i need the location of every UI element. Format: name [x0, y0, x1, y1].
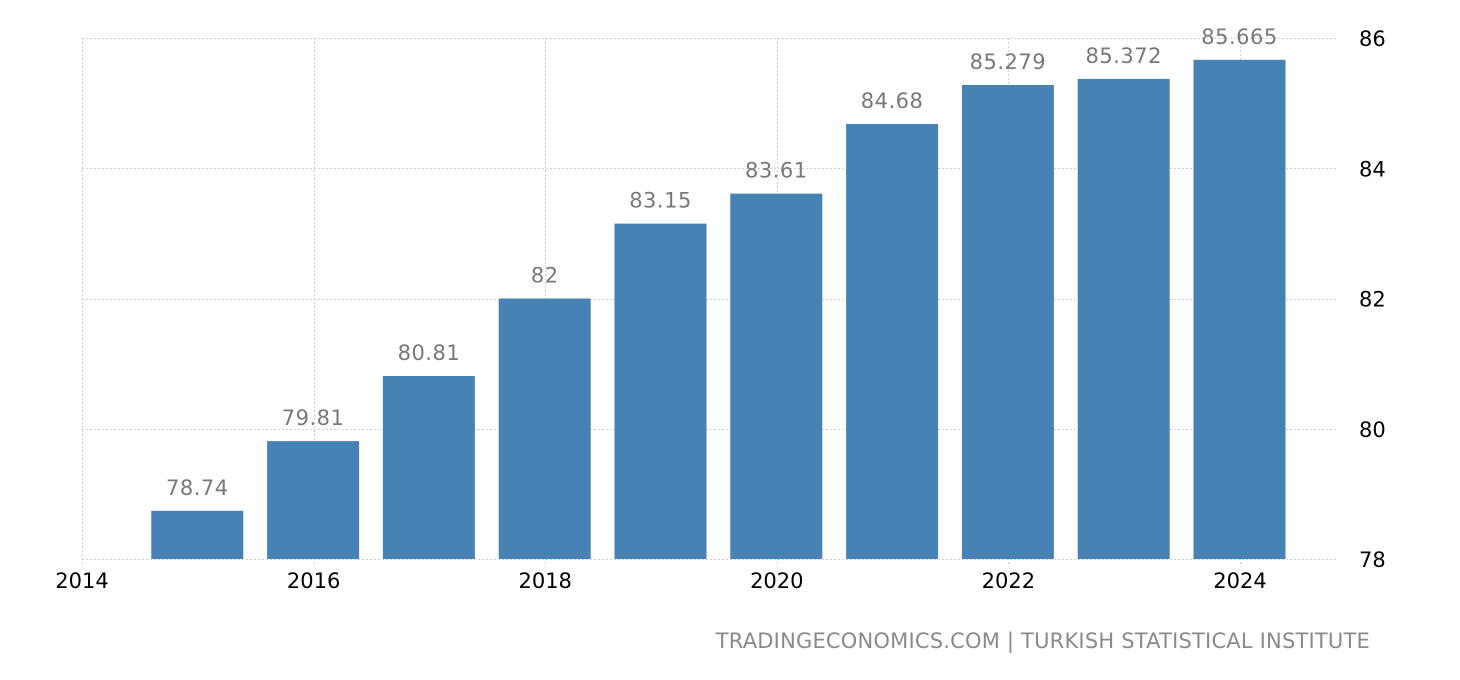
- value-label-2019: 83.15: [629, 189, 692, 213]
- y-tick-label: 80: [1359, 418, 1386, 442]
- value-label-2021: 84.68: [861, 89, 924, 113]
- bar-2020: [730, 193, 823, 559]
- value-label-2017: 80.81: [398, 341, 461, 365]
- value-label-2015: 78.74: [166, 476, 229, 500]
- bar-2018: [498, 298, 591, 559]
- bar-2021: [846, 123, 939, 559]
- bar-2024: [1193, 59, 1286, 560]
- x-tick-label: 2022: [982, 569, 1035, 593]
- value-label-2024: 85.665: [1201, 25, 1277, 49]
- x-tick-label: 2016: [287, 569, 340, 593]
- y-tick-label: 84: [1359, 157, 1386, 181]
- bar-2015: [151, 510, 244, 559]
- value-label-2018: 82: [531, 264, 559, 288]
- bar-2016: [267, 441, 360, 559]
- value-label-2016: 79.81: [282, 406, 345, 430]
- x-tick-label: 2018: [518, 569, 571, 593]
- y-tick-label: 78: [1359, 548, 1386, 572]
- bars: [151, 59, 1286, 560]
- bar-2022: [961, 84, 1054, 559]
- source-attribution: TRADINGECONOMICS.COM | TURKISH STATISTIC…: [715, 629, 1370, 653]
- value-label-2020: 83.61: [745, 159, 808, 183]
- x-tick-label: 2020: [750, 569, 803, 593]
- value-label-2022: 85.279: [970, 50, 1046, 74]
- x-tick-label: 2014: [55, 569, 108, 593]
- bar-2017: [382, 375, 475, 559]
- y-tick-label: 86: [1359, 27, 1386, 51]
- y-tick-label: 82: [1359, 288, 1386, 312]
- x-tick-label: 2024: [1213, 569, 1266, 593]
- bar-2023: [1077, 78, 1170, 559]
- bar-2019: [614, 223, 707, 559]
- y-axis: 78 80 82 84 86: [1359, 27, 1386, 572]
- x-axis: 2014 2016 2018 2020 2022 2024: [55, 569, 1266, 593]
- value-labels: 78.74 79.81 80.81 82 83.15 83.61 84.68 85.279 85…: [166, 25, 1277, 500]
- value-label-2023: 85.372: [1085, 44, 1161, 68]
